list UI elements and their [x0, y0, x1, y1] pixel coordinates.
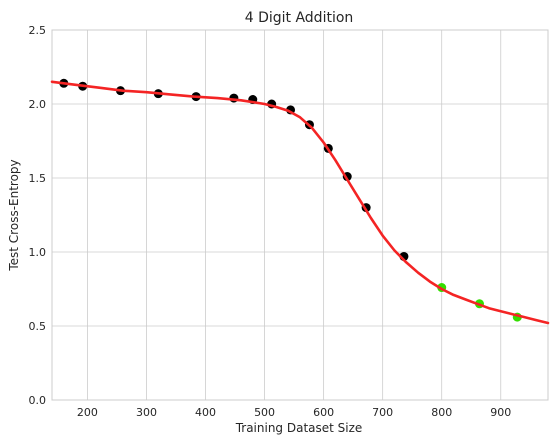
y-tick-label: 1.5	[29, 172, 47, 185]
x-tick-label: 200	[77, 406, 98, 419]
chart-title: 4 Digit Addition	[245, 10, 354, 26]
y-tick-label: 2.5	[29, 24, 47, 37]
x-tick-label: 900	[490, 406, 511, 419]
axes	[51, 29, 549, 401]
x-axis-label: Training Dataset Size	[235, 421, 363, 435]
y-tick-label: 1.0	[29, 246, 47, 259]
series	[50, 78, 550, 325]
x-tick-label: 300	[136, 406, 157, 419]
x-tick-label: 400	[195, 406, 216, 419]
fit-line	[50, 80, 550, 325]
y-tick-label: 0.5	[29, 320, 47, 333]
y-tick-label: 0.0	[29, 394, 47, 407]
tick-labels: 200 300 400 500 600 700 800 900 0.0 0.5 1.0 1.5 2.0 2…	[29, 24, 512, 419]
plot-frame	[51, 29, 549, 401]
grid	[52, 29, 548, 401]
x-tick-label: 800	[431, 406, 452, 419]
y-axis-label: Test Cross-Entropy	[7, 159, 21, 271]
y-tick-label: 2.0	[29, 98, 47, 111]
x-tick-label: 700	[372, 406, 393, 419]
x-tick-label: 600	[313, 406, 334, 419]
x-tick-label: 500	[254, 406, 275, 419]
